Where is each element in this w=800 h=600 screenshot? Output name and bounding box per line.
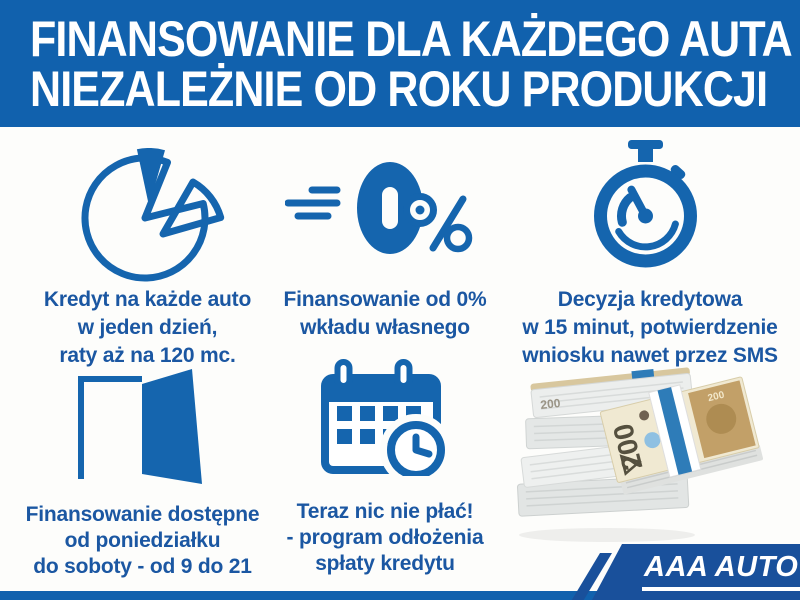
caption-line: od poniedziałku	[64, 529, 221, 552]
caption-line: Finansowanie dostępne	[25, 503, 260, 526]
caption-line: spłaty kredytu	[315, 552, 455, 575]
header-banner: FINANSOWANIE DLA KAŻDEGO AUTA NIEZALEŻNI…	[0, 0, 800, 127]
caption-decision: Decyzja kredytowa w 15 minut, potwierdze…	[512, 286, 788, 370]
banknote-value-label: 200	[540, 396, 562, 412]
caption-line: w jeden dzień,	[77, 316, 218, 339]
caption-line: raty aż na 120 mc.	[59, 344, 236, 367]
caption-line: wniosku nawet przez SMS	[522, 344, 778, 367]
caption-line: - program odłożenia	[286, 526, 484, 549]
open-door-icon	[78, 369, 202, 484]
zero-percent-icon	[285, 162, 473, 254]
header-title-line2: NIEZALEŻNIE OD ROKU PRODUKCJI	[30, 61, 768, 117]
calendar-clock-icon	[321, 359, 450, 476]
stopwatch-icon	[594, 140, 697, 268]
caption-zero-percent: Finansowanie od 0% wkładu własnego	[270, 286, 500, 342]
caption-line: wkładu własnego	[300, 316, 470, 339]
caption-credit: Kredyt na każde auto w jeden dzień, raty…	[15, 286, 280, 370]
caption-line: w 15 minut, potwierdzenie	[522, 316, 778, 339]
header-title-line1: FINANSOWANIE DLA KAŻDEGO AUTA	[30, 11, 793, 67]
money-stacks-image: 200 200 200	[517, 367, 764, 542]
caption-deferred-payment: Teraz nic nie płać! - program odłożenia …	[272, 499, 498, 577]
bottom-bar	[0, 591, 800, 600]
caption-line: do soboty - od 9 do 21	[33, 555, 252, 578]
caption-availability: Finansowanie dostępne od poniedziałku do…	[10, 502, 275, 580]
aaa-auto-logo: AAA AUTO	[592, 544, 800, 600]
aaa-auto-logo-text: AAA AUTO	[642, 551, 800, 591]
banknote-value-label: 200	[707, 389, 726, 404]
caption-line: Decyzja kredytowa	[557, 288, 743, 311]
pie-chart-icon	[81, 148, 225, 282]
caption-line: Teraz nic nie płać!	[296, 500, 474, 523]
caption-line: Kredyt na każde auto	[43, 288, 252, 311]
caption-line: Finansowanie od 0%	[283, 288, 487, 311]
